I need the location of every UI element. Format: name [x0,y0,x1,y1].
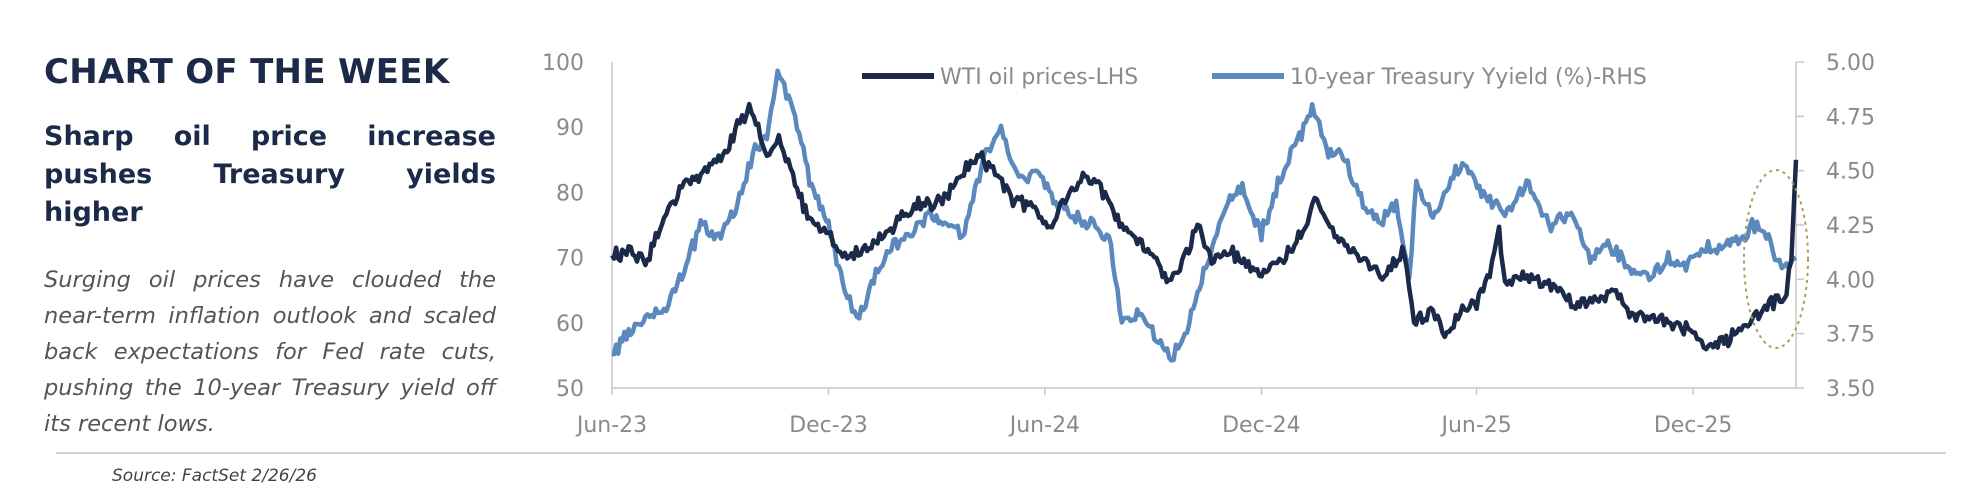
x-tick-label: Jun-24 [1008,413,1080,438]
y-axis-right: 3.50 3.75 4.00 4.25 4.50 4.75 5.00 [1795,51,1875,402]
y-right-tick-label: 3.50 [1826,377,1875,402]
legend-label: WTI oil prices-LHS [940,65,1138,90]
y-axis-left: 50 60 70 80 90 100 [542,51,613,402]
y-left-tick-label: 50 [556,377,584,402]
section-heading: CHART OF THE WEEK [44,52,450,92]
y-right-tick-label: 4.00 [1826,268,1875,293]
y-right-tick-label: 4.25 [1826,214,1875,239]
y-right-tick-label: 5.00 [1826,51,1875,76]
x-tick-label: Jun-25 [1439,413,1511,438]
line-chart: 50 60 70 80 90 100 3.50 3.75 4.00 4.25 4.50 4.75 5.… [542,51,1875,438]
legend-label: 10-year Treasury Yyield (%)-RHS [1290,65,1647,90]
y-right-tick-label: 4.50 [1826,160,1875,185]
y-left-tick-label: 90 [556,116,584,141]
source-note: Source: FactSet 2/26/26 [112,466,317,486]
x-tick-label: Dec-24 [1222,413,1301,438]
chart-description: Surging oil prices have clouded the near… [44,267,496,437]
series-layer [610,68,1799,363]
series-line-wti-oil [610,101,1799,352]
y-right-tick-label: 3.75 [1826,323,1875,348]
x-tick-label: Jun-23 [575,413,647,438]
legend: WTI oil prices-LHS 10-year Treasury Yyiel… [862,65,1647,90]
chart-headline: Sharp oil price increase pushes Treasury… [44,121,496,228]
text-panel: CHART OF THE WEEK Sharp oil price increa… [44,52,496,442]
y-left-tick-label: 70 [556,247,584,272]
y-right-tick-label: 4.75 [1826,105,1875,130]
y-left-tick-label: 80 [556,181,584,206]
x-tick-label: Dec-25 [1654,413,1733,438]
highlight-ellipse [1743,169,1809,349]
x-axis: Jun-23 Dec-23 Jun-24 Dec-24 Jun-25 Dec-25 [575,387,1796,438]
x-tick-label: Dec-23 [789,413,868,438]
series-line-10y-treasury [611,68,1798,363]
footer-divider [56,452,1946,454]
y-left-tick-label: 60 [556,312,584,337]
y-left-tick-label: 100 [542,51,584,76]
highlight-layer [1743,169,1809,349]
